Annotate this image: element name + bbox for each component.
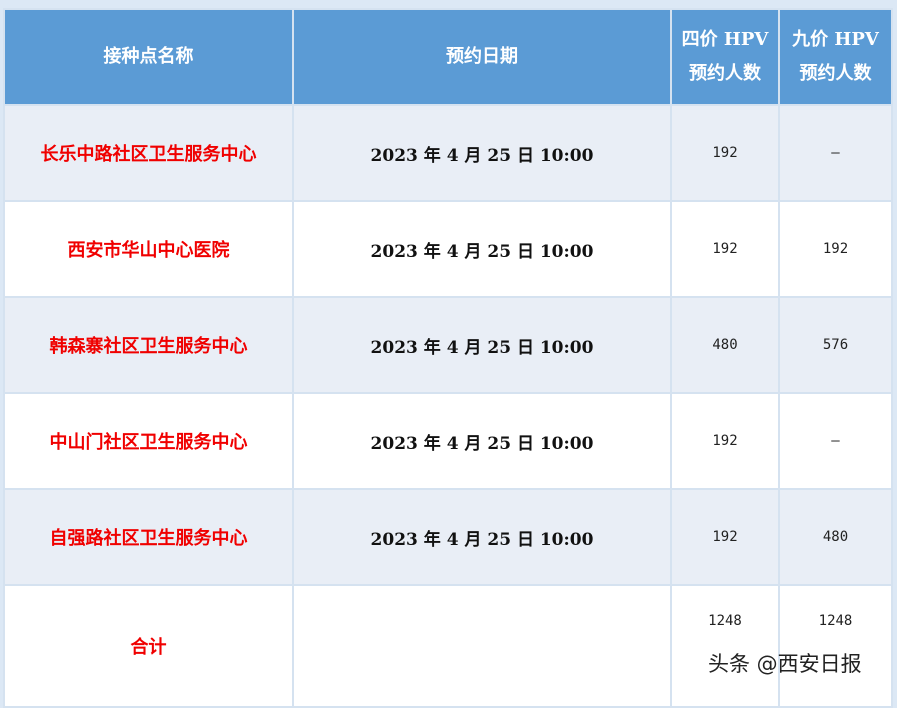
table-row: 西安市华山中心医院 2023 年 4 月 25 日 10:00 192 192 — [3, 200, 893, 298]
total-date-empty — [292, 584, 672, 708]
header-site-name: 接种点名称 — [3, 8, 294, 106]
header-four-l1: 四价 HPV — [681, 29, 769, 50]
four-valent-count: 192 — [670, 200, 780, 298]
appointment-date: 2023 年 4 月 25 日 10:00 — [292, 488, 672, 586]
site-name: 韩森寨社区卫生服务中心 — [3, 296, 294, 394]
watermark: 头条 @西安日报 — [708, 652, 862, 676]
header-nine-l2: 预约人数 — [799, 63, 872, 84]
table-row: 自强路社区卫生服务中心 2023 年 4 月 25 日 10:00 192 48… — [3, 488, 893, 586]
table-row: 韩森寨社区卫生服务中心 2023 年 4 月 25 日 10:00 480 57… — [3, 296, 893, 394]
nine-valent-count: 192 — [778, 200, 893, 298]
appointment-date: 2023 年 4 月 25 日 10:00 — [292, 296, 672, 394]
header-nine-l1: 九价 HPV — [792, 29, 879, 50]
total-label: 合计 — [3, 584, 294, 708]
site-name: 长乐中路社区卫生服务中心 — [3, 104, 294, 202]
hpv-appointment-table: 接种点名称 预约日期 四价 HPV 预约人数 九价 HPV 预约人数 长乐中路社区卫… — [3, 8, 893, 708]
total-row: 合计 1248 1248 — [3, 584, 893, 708]
total-nine-valent: 1248 — [778, 584, 893, 708]
header-date: 预约日期 — [292, 8, 672, 106]
site-name: 中山门社区卫生服务中心 — [3, 392, 294, 490]
appointment-date: 2023 年 4 月 25 日 10:00 — [292, 104, 672, 202]
appointment-date: 2023 年 4 月 25 日 10:00 — [292, 392, 672, 490]
site-name: 西安市华山中心医院 — [3, 200, 294, 298]
nine-valent-count: – — [778, 392, 893, 490]
header-four-valent: 四价 HPV 预约人数 — [670, 8, 780, 106]
nine-valent-count: 480 — [778, 488, 893, 586]
four-valent-count: 192 — [670, 392, 780, 490]
table-row: 长乐中路社区卫生服务中心 2023 年 4 月 25 日 10:00 192 – — [3, 104, 893, 202]
table-row: 中山门社区卫生服务中心 2023 年 4 月 25 日 10:00 192 – — [3, 392, 893, 490]
site-name: 自强路社区卫生服务中心 — [3, 488, 294, 586]
appointment-date: 2023 年 4 月 25 日 10:00 — [292, 200, 672, 298]
four-valent-count: 192 — [670, 488, 780, 586]
header-nine-valent: 九价 HPV 预约人数 — [778, 8, 893, 106]
header-four-l2: 预约人数 — [689, 63, 761, 84]
four-valent-count: 480 — [670, 296, 780, 394]
nine-valent-count: – — [778, 104, 893, 202]
nine-valent-count: 576 — [778, 296, 893, 394]
total-four-valent: 1248 — [670, 584, 780, 708]
header-row: 接种点名称 预约日期 四价 HPV 预约人数 九价 HPV 预约人数 — [3, 8, 893, 106]
four-valent-count: 192 — [670, 104, 780, 202]
